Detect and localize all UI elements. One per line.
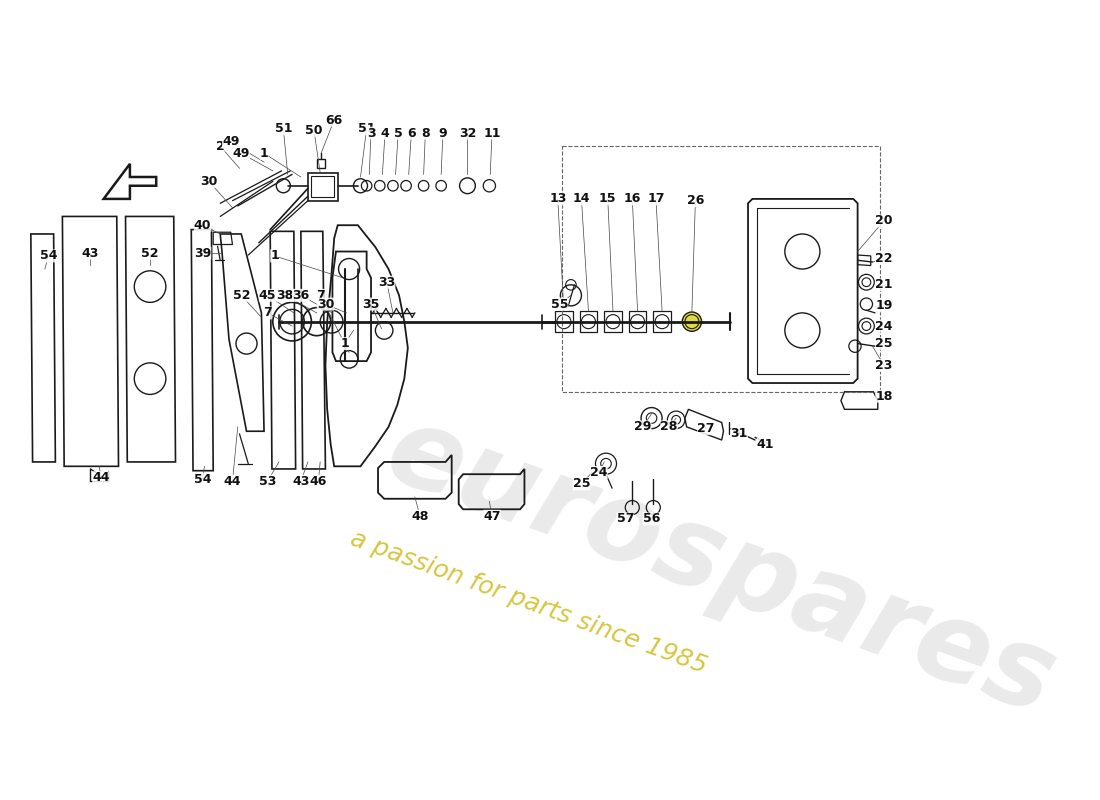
Text: 54: 54: [40, 250, 57, 262]
Text: 43: 43: [81, 246, 99, 260]
Text: 30: 30: [200, 175, 218, 188]
Text: 16: 16: [624, 193, 641, 206]
Text: eurospares: eurospares: [373, 397, 1070, 738]
Text: 7: 7: [316, 289, 324, 302]
Text: 39: 39: [194, 246, 211, 260]
Text: 38: 38: [276, 289, 294, 302]
Text: 49: 49: [232, 147, 250, 160]
Circle shape: [682, 312, 702, 331]
Text: 36: 36: [293, 289, 309, 302]
Text: 28: 28: [660, 420, 678, 434]
Text: 27: 27: [697, 422, 715, 435]
Text: 51: 51: [275, 122, 293, 135]
Text: 57: 57: [616, 513, 634, 526]
Text: 22: 22: [876, 252, 893, 265]
Text: 35: 35: [362, 298, 380, 310]
Text: 24: 24: [876, 319, 893, 333]
Text: a passion for parts since 1985: a passion for parts since 1985: [348, 526, 711, 678]
Text: 1: 1: [340, 337, 349, 350]
Text: 5: 5: [394, 126, 403, 140]
Text: 41: 41: [757, 438, 774, 451]
Text: 8: 8: [421, 126, 430, 140]
Text: 11: 11: [483, 126, 500, 140]
Text: 53: 53: [258, 474, 276, 488]
Text: 51: 51: [358, 122, 375, 135]
Text: 23: 23: [876, 359, 892, 372]
Text: 52: 52: [141, 246, 158, 260]
Text: 26: 26: [686, 194, 704, 207]
Text: 43: 43: [293, 474, 309, 488]
Text: 31: 31: [730, 427, 748, 440]
Text: 52: 52: [232, 289, 250, 302]
Text: 56: 56: [642, 513, 660, 526]
Text: 48: 48: [411, 510, 429, 522]
Text: 2: 2: [216, 140, 224, 153]
Text: 45: 45: [258, 289, 276, 302]
Text: 7: 7: [263, 306, 272, 319]
Text: 55: 55: [551, 298, 569, 310]
Text: 1: 1: [260, 147, 268, 160]
Text: 18: 18: [876, 390, 892, 402]
Text: 25: 25: [573, 478, 591, 490]
Text: 54: 54: [194, 473, 211, 486]
Text: 44: 44: [92, 471, 110, 484]
Text: 25: 25: [876, 337, 893, 350]
Text: 19: 19: [876, 299, 892, 312]
Text: 66: 66: [326, 114, 343, 126]
Text: 14: 14: [573, 193, 591, 206]
Text: 17: 17: [647, 193, 664, 206]
Text: 9: 9: [439, 126, 448, 140]
Text: 47: 47: [483, 510, 500, 522]
Text: 29: 29: [634, 420, 651, 434]
Text: 33: 33: [378, 276, 395, 289]
Text: 1: 1: [271, 250, 279, 262]
Text: 15: 15: [600, 193, 616, 206]
Text: 40: 40: [194, 218, 211, 232]
Text: 24: 24: [591, 466, 607, 479]
Text: 6: 6: [407, 126, 416, 140]
Text: 46: 46: [310, 474, 327, 488]
Text: 21: 21: [876, 278, 893, 291]
Text: 32: 32: [459, 126, 476, 140]
Text: 20: 20: [876, 214, 893, 227]
Text: 30: 30: [317, 298, 334, 310]
Text: 13: 13: [549, 193, 566, 206]
Text: 3: 3: [366, 126, 375, 140]
Text: 4: 4: [381, 126, 389, 140]
Text: 50: 50: [306, 124, 322, 137]
Text: 49: 49: [222, 135, 240, 149]
Text: 44: 44: [223, 474, 241, 488]
